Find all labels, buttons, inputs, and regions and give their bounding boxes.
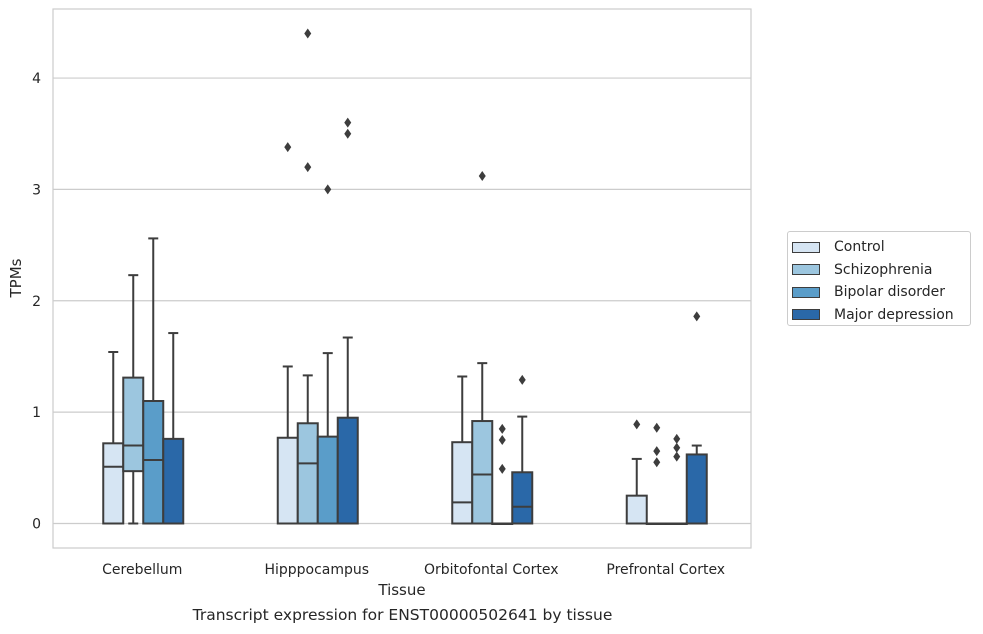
box-series — [102, 28, 708, 525]
y-tick-label-4: 4 — [32, 71, 41, 87]
box-body — [276, 436, 299, 525]
box-2-3 — [665, 433, 688, 525]
legend-label: Control — [834, 239, 885, 256]
outlier-point-2 — [498, 463, 506, 474]
box-body — [471, 420, 494, 525]
figure-caption: Transcript expression for ENST0000050264… — [192, 606, 613, 624]
outlier-point-0 — [693, 311, 701, 322]
series-schizophrenia — [122, 28, 668, 525]
box-0-3 — [625, 419, 648, 525]
x-tick-label-2: Orbitofontal Cortex — [424, 562, 559, 578]
outlier-point-0 — [498, 423, 506, 434]
box-3-0 — [162, 332, 185, 525]
series-major-depression — [162, 117, 708, 525]
y-tick-label-2: 2 — [32, 294, 41, 310]
y-tick-label-0: 0 — [32, 517, 41, 533]
outlier-point-0 — [518, 374, 526, 385]
legend-item-schizophrenia: Schizophrenia — [792, 259, 970, 282]
outlier-point-0 — [673, 433, 681, 444]
y-tick-label-1: 1 — [32, 405, 41, 421]
legend-swatch — [792, 309, 820, 321]
box-0-0 — [102, 351, 125, 525]
outlier-point-0 — [324, 184, 332, 195]
box-body — [685, 453, 708, 525]
x-tick-label-0: Cerebellum — [102, 562, 182, 578]
outlier-point-0 — [284, 142, 292, 153]
box-2-1 — [316, 184, 339, 525]
outlier-point-0 — [633, 419, 641, 430]
y-tick-label-3: 3 — [32, 182, 41, 198]
legend-item-bipolar-disorder: Bipolar disorder — [792, 281, 970, 304]
box-body — [296, 422, 319, 525]
box-body — [336, 416, 359, 525]
outlier-point-0 — [478, 171, 486, 182]
box-1-3 — [645, 422, 668, 525]
legend-label: Major depression — [834, 306, 954, 323]
legend-swatch — [792, 286, 820, 298]
outlier-point-1 — [673, 442, 681, 453]
legend-item-major-depression: Major depression — [792, 304, 970, 327]
outlier-point-2 — [653, 457, 661, 468]
box-body — [122, 376, 145, 473]
outlier-point-1 — [344, 128, 352, 139]
y-axis-title: TPMs — [7, 258, 25, 298]
outlier-point-2 — [673, 451, 681, 462]
box-3-3 — [685, 311, 708, 525]
outlier-point-1 — [498, 434, 506, 445]
legend-label: Schizophrenia — [834, 261, 933, 278]
box-body — [142, 400, 165, 525]
box-1-2 — [471, 171, 494, 525]
box-3-1 — [336, 117, 359, 525]
series-control — [102, 142, 648, 525]
outlier-point-1 — [304, 162, 312, 173]
x-tick-label-3: Prefrontal Cortex — [606, 562, 725, 578]
legend-item-control: Control — [792, 236, 970, 259]
series-bipolar-disorder — [142, 184, 688, 525]
outlier-point-0 — [304, 28, 312, 39]
box-3-2 — [511, 374, 534, 525]
box-body — [625, 494, 648, 525]
outlier-point-1 — [653, 446, 661, 457]
box-body — [102, 442, 125, 525]
box-0-1 — [276, 142, 299, 525]
legend-swatch — [792, 241, 820, 253]
box-1-0 — [122, 274, 145, 525]
legend-swatch — [792, 264, 820, 276]
box-body — [162, 437, 185, 525]
x-axis-ticks: Cerebellum Hipppocampus Orbitofontal Corte… — [102, 562, 725, 578]
legend-label: Bipolar disorder — [834, 284, 946, 301]
outlier-point-0 — [344, 117, 352, 128]
legend: Control Schizophrenia Bipolar disorder Majo… — [787, 231, 971, 326]
y-axis-ticks: 0 1 2 3 4 — [32, 71, 41, 532]
x-tick-label-1: Hipppocampus — [264, 562, 369, 578]
box-1-1 — [296, 28, 319, 525]
box-body — [451, 441, 474, 525]
box-body — [316, 435, 339, 525]
x-axis-title: Tissue — [377, 581, 425, 599]
box-body — [511, 471, 534, 525]
outlier-point-0 — [653, 422, 661, 433]
